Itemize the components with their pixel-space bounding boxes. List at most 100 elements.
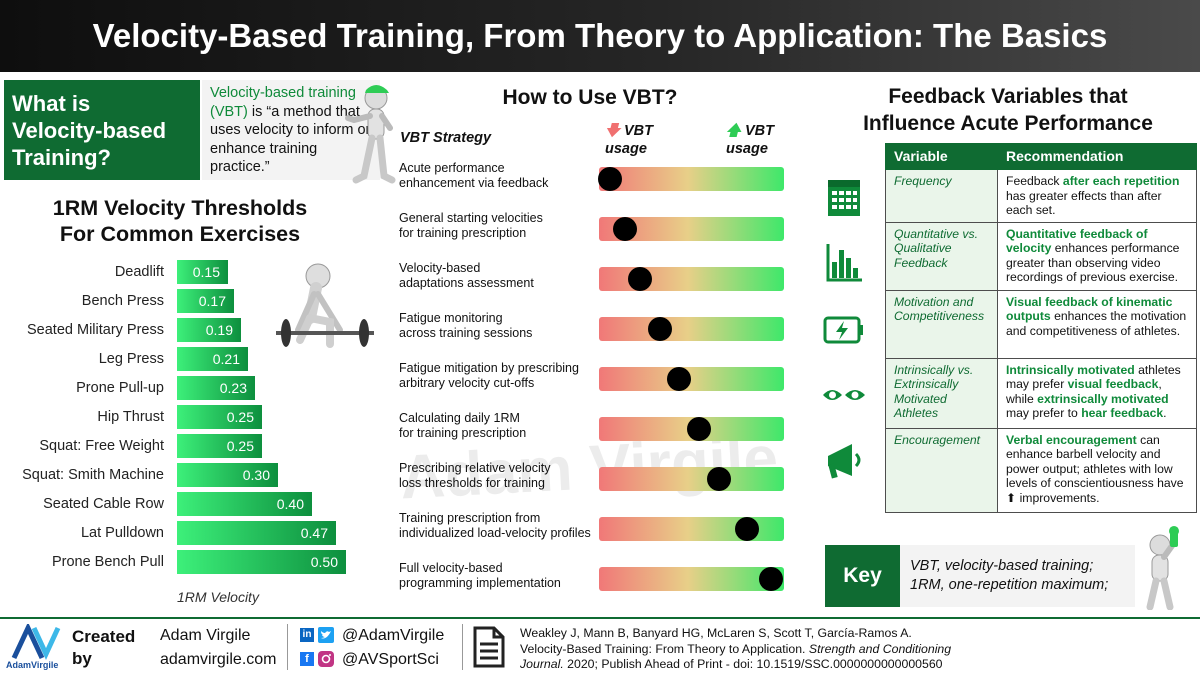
recommendation-cell: Intrinsically motivated athletes may pre… [997,357,1197,429]
recommendation-highlight: Quantitative feedback of velocity [1006,226,1148,256]
citation-line-3: Journal. 2020; Publish Ahead of Print - … [520,657,1200,673]
heading-line-1: What is [12,91,91,116]
key-label: Key [825,545,900,607]
strategy-line-2: loss thresholds for training [399,476,545,490]
exercise-label: Leg Press [98,351,164,367]
website-link[interactable]: adamvirgile.com [160,651,277,668]
usage-level-marker [628,267,652,291]
page-title: Velocity-Based Training, From Theory to … [0,0,1200,72]
velocity-bar: 0.19 [177,318,241,342]
recommendation-text: , while [1006,377,1162,406]
strategy-column-header: VBT Strategy [400,130,492,146]
definition-term: Velocity-based training (VBT) [210,85,356,120]
key-line-2: 1RM, one-repetition maximum; [910,577,1109,593]
exercise-label: Hip Thrust [97,409,164,425]
strategy-item: Full velocity-based programming implement… [399,561,599,591]
strategy-line-2: for training prescription [399,426,527,440]
strategy-item: Fatigue mitigation by prescribing arbitra… [399,361,599,391]
usage-level-marker [667,367,691,391]
footer [0,617,1200,675]
velocity-bar: 0.25 [177,434,262,458]
exercise-label: Squat: Smith Machine [22,467,164,483]
recommendation-cell: Visual feedback of kinematic outputs enh… [997,289,1197,359]
velocity-bar: 0.25 [177,405,262,429]
recommendation-highlight: after each repetition [1062,174,1180,188]
strategy-line-2: arbitrary velocity cut-offs [399,376,535,390]
recommendation-cell: Quantitative feedback of velocity enhanc… [997,221,1197,291]
usage-gradient-bar [599,417,784,441]
variable-cell: Intrinsically vs. Extrinsically Motivate… [885,357,998,429]
arrow-down-icon: 🡇 [605,123,620,139]
document-icon [473,626,505,668]
created-label: Created [72,627,136,646]
citation-details: 2020; Publish Ahead of Print - doi: 10.1… [563,657,943,671]
exercise-label: Lat Pulldown [80,525,164,541]
velocity-bar: 0.15 [177,260,228,284]
recommendation-text: may prefer to [1006,406,1082,420]
strategy-item: Prescribing relative velocity loss thresh… [399,461,599,491]
variable-cell: Motivation and Competitiveness [885,289,998,359]
variable-column-header: Variable [885,143,998,170]
velocity-bar: 0.30 [177,463,278,487]
twitter-icon[interactable] [318,627,334,643]
usage-level-marker [735,517,759,541]
vbt-definition: Velocity-based training (VBT) is “a meth… [202,80,380,180]
exercise-label: Prone Pull-up [76,380,164,396]
low-usage-header: 🡇 VBT usage [605,122,665,158]
thresholds-title-line-2: For Common Exercises [59,222,301,246]
strategy-line-2: across training sessions [399,326,533,340]
av-logo-icon [11,624,61,660]
strategy-item: Acute performance enhancement via feedbac… [399,161,599,191]
velocity-bar: 0.23 [177,376,255,400]
usage-level-marker [687,417,711,441]
linkedin-icon[interactable]: in [300,628,314,642]
heading-line-3: Training? [12,145,111,170]
velocity-bar: 0.21 [177,347,248,371]
strategy-line-1: Prescribing relative velocity [399,461,551,475]
battery-icon [823,316,863,344]
recommendation-highlight: Intrinsically motivated [1006,362,1135,377]
recommendation-highlight: Verbal encouragement [1006,432,1137,447]
recommendation-highlight: Visual feedback of kinematic outputs [1006,294,1173,324]
facebook-icon[interactable]: f [300,652,314,666]
author-name: Adam Virgile [160,627,251,644]
instagram-handle[interactable]: @AVSportSci [342,651,439,668]
key-definitions: VBT, velocity-based training; 1RM, one-r… [900,545,1135,607]
strategy-line-1: Training prescription from [399,511,541,525]
deadlift-figure-icon [276,263,374,348]
recommendation-column-header: Recommendation [997,143,1197,170]
heading-line-2: Velocity-based [12,118,167,143]
strategy-line-1: Calculating daily 1RM [399,411,520,425]
usage-gradient-bar [599,367,784,391]
thresholds-title: 1RM Velocity Thresholds For Common Exerc… [0,195,360,247]
variable-cell: Frequency [885,169,998,223]
usage-gradient-bar [598,167,784,191]
strategy-line-1: General starting velocities [399,211,543,225]
strategy-line-1: Fatigue monitoring [399,311,503,325]
feedback-table: Variable Recommendation Frequency Feedbac… [885,143,1197,513]
usage-level-marker [613,217,637,241]
exercise-label: Deadlift [114,264,164,280]
citation-journal: Strength and Conditioning [808,641,952,656]
usage-gradient-bar [599,467,784,491]
megaphone-icon [828,444,861,479]
exercise-label: Seated Cable Row [43,496,164,512]
strategy-item: General starting velocities for training … [399,211,599,241]
table-header-row: Variable Recommendation [885,143,1197,170]
velocity-bar: 0.50 [177,550,346,574]
table-row: Frequency Feedback after each repetition … [885,169,1197,223]
citation-title: Velocity-Based Training: From Theory to … [520,641,809,656]
footer-divider-2 [462,624,463,670]
high-usage-header: 🡅 VBT usage [726,122,786,158]
table-row: Encouragement Verbal encouragement can en… [885,427,1197,513]
usage-gradient-bar [599,267,784,291]
strategy-line-1: Fatigue mitigation by prescribing [399,361,579,375]
key-line-1: VBT, velocity-based training; [910,558,1094,574]
instagram-icon[interactable] [318,651,334,667]
recommendation-text: . [1163,406,1167,420]
citation-line-1: Weakley J, Mann B, Banyard HG, McLaren S… [520,626,912,640]
by-label: by [72,649,92,668]
twitter-handle[interactable]: @AdamVirgile [342,627,445,644]
recommendation-highlight: extrinsically motivated [1037,391,1169,406]
strategy-item: Training prescription from individualized… [399,511,599,541]
